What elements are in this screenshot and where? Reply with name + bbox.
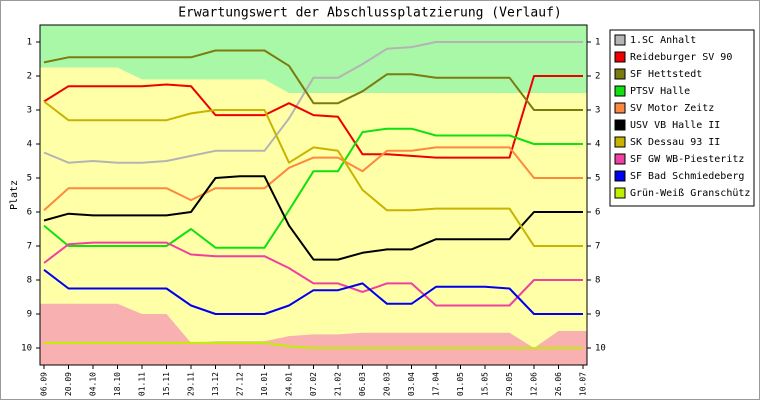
- x-tick-label: 03.04: [407, 372, 416, 396]
- x-tick-label: 01.11: [138, 372, 147, 396]
- y2-tick-label: 2: [595, 72, 600, 82]
- chart-title: Erwartungswert der Abschlussplatzierung …: [178, 6, 562, 21]
- legend-swatch: [614, 102, 626, 114]
- x-tick-label: 13.12: [211, 372, 220, 396]
- y2-tick-label: 10: [595, 344, 606, 354]
- x-tick-label: 10.01: [260, 372, 269, 396]
- y2-tick-label: 8: [595, 276, 600, 286]
- x-tick-label: 15.11: [162, 372, 171, 396]
- legend-swatch: [614, 136, 626, 148]
- x-tick-label: 24.01: [285, 372, 294, 396]
- series-line: [43, 49, 583, 111]
- x-tick-label: 12.06: [530, 372, 539, 396]
- series-line: [43, 100, 583, 247]
- legend-swatch: [614, 170, 626, 182]
- y2-tick-label: 5: [595, 174, 600, 184]
- series-line: [43, 269, 583, 315]
- x-tick-label: 29.05: [505, 372, 514, 396]
- legend-label: SV Motor Zeitz: [630, 103, 714, 114]
- series-line: [43, 241, 583, 307]
- legend-swatch: [614, 51, 626, 63]
- y-tick-label: 8: [27, 276, 32, 286]
- y-axis-label: Platz: [9, 180, 20, 210]
- legend-label: SF GW WB-Piesteritz: [630, 154, 744, 165]
- series-line: [43, 41, 583, 164]
- y-tick-label: 2: [27, 72, 32, 82]
- y-tick-label: 7: [27, 242, 32, 252]
- y2-tick-label: 3: [595, 106, 600, 116]
- y-tick-label: 9: [27, 310, 32, 320]
- x-tick-label: 21.02: [334, 372, 343, 396]
- y2-tick-label: 4: [595, 140, 600, 150]
- legend-label: SF Bad Schmiedeberg: [630, 171, 744, 182]
- y-tick-label: 1: [27, 38, 32, 48]
- legend-swatch: [614, 153, 626, 165]
- y-tick-label: 5: [27, 174, 32, 184]
- y-tick-label: 3: [27, 106, 32, 116]
- y-tick-label: 10: [21, 344, 32, 354]
- y-tick-label: 4: [27, 140, 32, 150]
- legend-label: Grün-Weiß Granschütz: [630, 188, 750, 199]
- x-tick-label: 29.11: [187, 372, 196, 396]
- y2-tick-label: 6: [595, 208, 600, 218]
- legend-label: 1.SC Anhalt: [630, 35, 696, 46]
- x-tick-label: 04.10: [89, 372, 98, 396]
- series-line: [43, 75, 583, 159]
- x-tick-label: 10.07: [579, 372, 588, 396]
- legend-label: Reideburger SV 90: [630, 52, 732, 63]
- legend-label: USV VB Halle II: [630, 120, 720, 131]
- x-tick-label: 06.09: [40, 372, 49, 396]
- x-tick-label: 01.05: [456, 372, 465, 396]
- x-tick-label: 17.04: [432, 372, 441, 396]
- x-tick-label: 27.12: [236, 372, 245, 396]
- legend-box: [609, 29, 755, 207]
- legend-swatch: [614, 187, 626, 199]
- x-tick-label: 07.02: [309, 372, 318, 396]
- legend-swatch: [614, 68, 626, 80]
- series-line: [44, 341, 583, 349]
- x-tick-label: 18.10: [113, 372, 122, 396]
- legend-label: SF Hettstedt: [630, 69, 702, 80]
- y-tick-label: 6: [27, 208, 32, 218]
- x-tick-label: 06.03: [358, 372, 367, 396]
- y2-tick-label: 9: [595, 310, 600, 320]
- plot-area: [39, 24, 588, 366]
- x-tick-label: 26.06: [554, 372, 563, 396]
- series-line: [43, 127, 583, 249]
- legend-swatch: [614, 119, 626, 131]
- legend-label: PTSV Halle: [630, 86, 690, 97]
- x-tick-label: 20.09: [64, 372, 73, 396]
- series-line: [43, 146, 583, 212]
- series-line: [43, 175, 583, 261]
- x-tick-label: 15.05: [481, 372, 490, 396]
- legend-swatch: [614, 34, 626, 46]
- band: [40, 303, 587, 365]
- legend-label: SK Dessau 93 II: [630, 137, 720, 148]
- y2-tick-label: 7: [595, 242, 600, 252]
- x-tick-label: 20.03: [383, 372, 392, 396]
- legend-swatch: [614, 85, 626, 97]
- y2-tick-label: 1: [595, 38, 600, 48]
